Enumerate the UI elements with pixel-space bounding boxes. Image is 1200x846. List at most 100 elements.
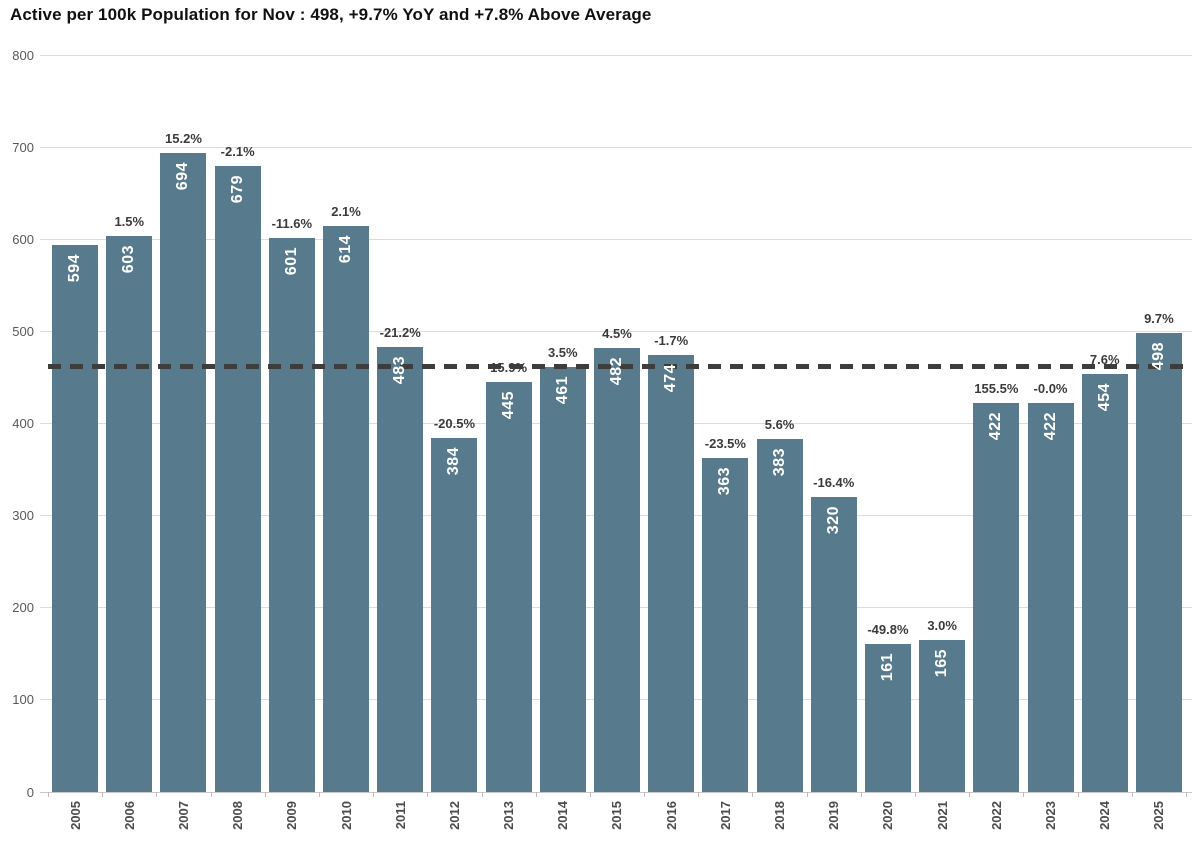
average-dashed-line (48, 363, 1192, 369)
bar-2011 (377, 347, 424, 792)
x-tick-wrap: 2007 (156, 801, 210, 830)
x-tick-wrap: 2010 (319, 801, 373, 830)
bar-value-wrap: 383 (757, 448, 803, 476)
pct-change-label: -16.4% (813, 475, 855, 491)
bar-value-label: 614 (337, 235, 355, 264)
bar-value-wrap: 601 (269, 247, 315, 275)
pct-change-label: -20.5% (433, 416, 476, 432)
pct-change-label: 15.9% (490, 360, 528, 376)
x-axis-tick (481, 792, 483, 797)
x-tick-wrap: 2005 (48, 801, 102, 830)
bar-2007 (160, 152, 207, 792)
x-axis-tick (373, 792, 375, 797)
chart-title: Active per 100k Population for Nov : 498… (10, 5, 652, 24)
bar-2014 (539, 367, 586, 792)
pct-change-label: -11.6% (271, 216, 313, 232)
x-axis-tick (102, 792, 104, 797)
x-axis-tick (915, 792, 917, 797)
bar-2025 (1135, 333, 1182, 792)
x-tick-label: 2013 (501, 801, 517, 830)
y-tick-label: 0 (26, 784, 34, 800)
bar-2012 (431, 438, 478, 792)
x-tick-label: 2025 (1151, 801, 1167, 830)
y-tick-label: 700 (12, 139, 34, 155)
x-tick-label: 2021 (934, 801, 950, 830)
bar-2016 (648, 355, 695, 792)
bar-value-label: 483 (391, 356, 409, 385)
bar-value-wrap: 461 (540, 376, 586, 404)
x-tick-wrap: 2020 (861, 801, 915, 830)
bar-value-label: 383 (770, 448, 788, 477)
bar-2019 (810, 497, 857, 792)
bar-2008 (214, 166, 261, 792)
pct-change-label: -1.7% (654, 333, 689, 349)
bar-2022 (973, 403, 1020, 792)
bar-value-label: 363 (716, 466, 734, 495)
x-tick-wrap: 2024 (1078, 801, 1132, 830)
bar-2023 (1027, 403, 1074, 792)
bar-value-label: 474 (662, 364, 680, 393)
x-tick-label: 2010 (338, 801, 354, 830)
bar-value-wrap: 694 (160, 162, 206, 190)
pct-change-label: -2.1% (220, 144, 255, 160)
bar-2013 (485, 382, 532, 792)
x-tick-wrap: 2021 (915, 801, 969, 830)
bar-value-wrap: 320 (811, 506, 857, 534)
x-tick-wrap: 2012 (427, 801, 481, 830)
pct-change-label: -0.0% (1033, 381, 1068, 397)
pct-change-label: 7.6% (1089, 351, 1120, 367)
bar-value-wrap: 363 (702, 467, 748, 495)
x-tick-label: 2015 (609, 801, 625, 830)
x-tick-wrap: 2009 (265, 801, 319, 830)
x-tick-wrap: 2017 (698, 801, 752, 830)
x-tick-label: 2005 (67, 801, 83, 830)
bar-value-wrap: 445 (486, 391, 532, 419)
bar-value-label: 384 (445, 447, 463, 476)
x-axis-tick (318, 792, 320, 797)
x-tick-wrap: 2022 (969, 801, 1023, 830)
x-tick-label: 2016 (663, 801, 679, 830)
pct-change-label: 4.5% (602, 325, 632, 341)
pct-change-label: -23.5% (704, 435, 746, 451)
pct-change-label: -21.2% (379, 325, 421, 341)
bar-2009 (268, 238, 315, 792)
x-axis-tick (427, 792, 429, 797)
bar-2020 (864, 643, 911, 792)
x-tick-label: 2017 (717, 801, 733, 830)
pct-change-label: 2.1% (331, 204, 361, 220)
bar-value-label: 694 (174, 161, 192, 190)
bar-2015 (594, 347, 640, 792)
x-tick-label: 2012 (446, 801, 462, 830)
x-tick-wrap: 2015 (590, 801, 644, 830)
x-tick-label: 2019 (826, 801, 842, 830)
y-gridline (40, 146, 1192, 148)
y-tick-label: 100 (12, 692, 34, 708)
pct-change-label: 155.5% (974, 381, 1019, 397)
x-tick-wrap: 2016 (644, 801, 698, 830)
bar-value-wrap: 614 (323, 235, 369, 263)
y-tick-label: 500 (12, 323, 34, 339)
bar-value-label: 454 (1095, 382, 1113, 411)
bar-value-wrap: 483 (377, 356, 423, 384)
bar-value-label: 482 (608, 356, 625, 386)
y-tick-label: 300 (12, 508, 34, 524)
y-gridline (40, 238, 1192, 240)
pct-change-label: 9.7% (1144, 311, 1174, 327)
x-tick-label: 2023 (1043, 801, 1059, 830)
bar-value-label: 320 (824, 506, 842, 535)
pct-change-label: 15.2% (165, 130, 202, 146)
x-axis-tick (48, 792, 49, 797)
bar-value-label: 603 (120, 245, 138, 274)
bar-2006 (106, 236, 153, 792)
x-tick-label: 2011 (392, 801, 408, 830)
pct-change-label: 5.6% (764, 417, 795, 433)
bar-value-label: 498 (1149, 342, 1167, 371)
pct-change-label: 1.5% (114, 214, 145, 230)
x-axis-tick (644, 792, 646, 797)
x-tick-wrap: 2014 (536, 801, 590, 830)
bar-2005 (52, 244, 99, 792)
x-tick-label: 2020 (880, 801, 896, 830)
y-tick-label: 200 (12, 600, 34, 616)
bar-value-label: 679 (228, 175, 246, 204)
x-tick-label: 2014 (555, 801, 571, 830)
